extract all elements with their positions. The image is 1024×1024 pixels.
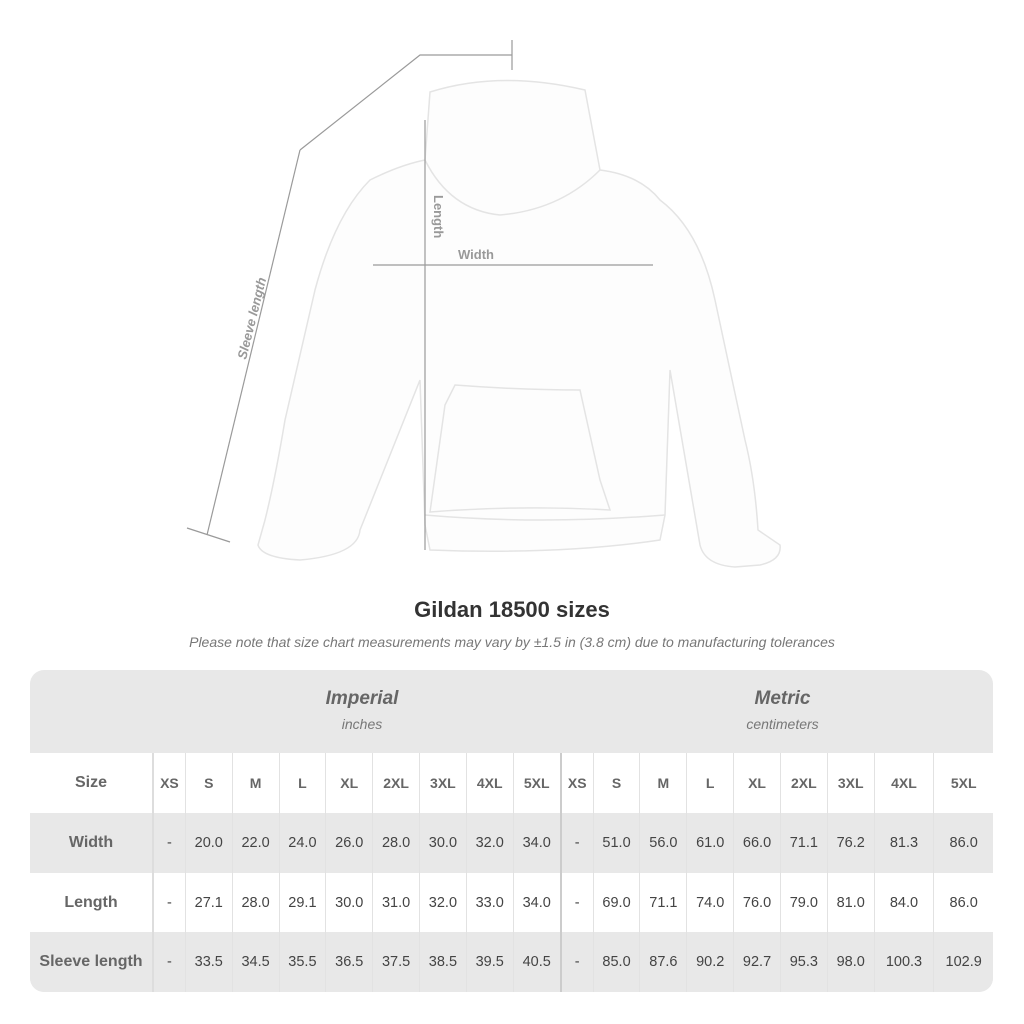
- imperial-size-header: XL: [325, 753, 373, 813]
- metric-value-cell: -: [559, 813, 594, 873]
- metric-size-header: XS: [559, 753, 594, 813]
- metric-value-cell: -: [559, 932, 594, 992]
- row-label: Size: [30, 753, 154, 813]
- imperial-value-cell: -: [152, 873, 186, 932]
- metric-value-cell: 71.1: [779, 813, 828, 873]
- metric-value-cell: 69.0: [592, 873, 640, 932]
- metric-title: Metric: [754, 688, 811, 709]
- imperial-value-cell: 27.1: [184, 873, 233, 932]
- hoodie-shape: [257, 79, 781, 568]
- metric-value-cell: 85.0: [592, 932, 640, 992]
- imperial-size-header: 3XL: [418, 753, 467, 813]
- imperial-size-header: 2XL: [372, 753, 420, 813]
- metric-value-cell: 98.0: [826, 932, 875, 992]
- metric-value-cell: 86.0: [933, 813, 993, 873]
- table-row: Width -20.0 22.0 24.0 26.0 28.0 30.0 32.0 34.0-5…: [30, 813, 993, 873]
- metric-value-cell: -: [559, 873, 594, 932]
- metric-value-cell: 56.0: [639, 813, 687, 873]
- imperial-value-cell: -: [152, 932, 186, 992]
- metric-value-cell: 66.0: [733, 813, 781, 873]
- imperial-value-cell: 38.5: [418, 932, 467, 992]
- imperial-value-cell: 28.0: [231, 873, 279, 932]
- metric-value-cell: 102.9: [933, 932, 993, 992]
- metric-value-cell: 84.0: [873, 873, 934, 932]
- metric-size-header: XL: [733, 753, 781, 813]
- metric-size-header: 2XL: [779, 753, 828, 813]
- hoodie-illustration: Sleeve length Length Width: [186, 40, 781, 568]
- imperial-value-cell: 22.0: [231, 813, 279, 873]
- imperial-value-cell: 36.5: [325, 932, 373, 992]
- imperial-value-cell: 34.5: [231, 932, 279, 992]
- metric-value-cell: 81.3: [873, 813, 934, 873]
- metric-value-cell: 92.7: [733, 932, 781, 992]
- imperial-value-cell: 32.0: [418, 873, 467, 932]
- width-label: Width: [458, 247, 494, 262]
- imperial-value-cell: 30.0: [418, 813, 467, 873]
- imperial-title: Imperial: [325, 688, 399, 709]
- imperial-value-cell: 20.0: [184, 813, 233, 873]
- page-title: Gildan 18500 sizes: [414, 597, 610, 622]
- metric-size-header: L: [686, 753, 734, 813]
- imperial-size-header: XS: [152, 753, 186, 813]
- imperial-value-cell: 26.0: [325, 813, 373, 873]
- metric-value-cell: 81.0: [826, 873, 875, 932]
- metric-value-cell: 74.0: [686, 873, 734, 932]
- imperial-value-cell: 34.0: [512, 873, 561, 932]
- metric-value-cell: 71.1: [639, 873, 687, 932]
- imperial-value-cell: 39.5: [465, 932, 514, 992]
- imperial-value-cell: 35.5: [278, 932, 326, 992]
- imperial-value-cell: 24.0: [278, 813, 326, 873]
- imperial-value-cell: -: [152, 813, 186, 873]
- sleeve-length-label: Sleeve length: [234, 276, 269, 361]
- metric-value-cell: 90.2: [686, 932, 734, 992]
- imperial-value-cell: 29.1: [278, 873, 326, 932]
- row-label: Sleeve length: [30, 932, 154, 992]
- metric-size-header: S: [592, 753, 640, 813]
- metric-size-header: M: [639, 753, 687, 813]
- metric-value-cell: 86.0: [933, 873, 993, 932]
- metric-size-header: 5XL: [933, 753, 993, 813]
- imperial-value-cell: 28.0: [372, 813, 420, 873]
- imperial-size-header: S: [184, 753, 233, 813]
- imperial-value-cell: 30.0: [325, 873, 373, 932]
- metric-value-cell: 100.3: [873, 932, 934, 992]
- size-grid: Size XS S M L XL 2XL 3XL 4XL 5XL XS S M L XL 2XL 3XL 4XL 5…: [30, 753, 993, 992]
- metric-header: Metric centimeters: [572, 670, 993, 753]
- metric-unit: centimeters: [746, 716, 819, 732]
- imperial-value-cell: 32.0: [465, 813, 514, 873]
- imperial-size-header: 4XL: [465, 753, 514, 813]
- row-label: Length: [30, 873, 154, 932]
- imperial-unit: inches: [341, 716, 383, 732]
- length-label: Length: [431, 195, 446, 238]
- imperial-value-cell: 33.5: [184, 932, 233, 992]
- imperial-header: Imperial inches: [152, 670, 572, 753]
- row-label: Width: [30, 813, 154, 873]
- size-header-row: Size XS S M L XL 2XL 3XL 4XL 5XL XS S M L XL 2XL 3XL 4XL 5…: [30, 753, 993, 813]
- table-row: Sleeve length -33.5 34.5 35.5 36.5 37.5 38.5 39…: [30, 932, 993, 992]
- imperial-size-header: M: [231, 753, 279, 813]
- metric-value-cell: 76.0: [733, 873, 781, 932]
- metric-value-cell: 61.0: [686, 813, 734, 873]
- metric-size-header: 4XL: [873, 753, 934, 813]
- measurement-lines: [186, 40, 653, 550]
- metric-value-cell: 51.0: [592, 813, 640, 873]
- table-row: Length -27.1 28.0 29.1 30.0 31.0 32.0 33.0 34.0-…: [30, 873, 993, 932]
- imperial-size-header: 5XL: [512, 753, 561, 813]
- metric-value-cell: 76.2: [826, 813, 875, 873]
- imperial-value-cell: 37.5: [372, 932, 420, 992]
- imperial-value-cell: 34.0: [512, 813, 561, 873]
- size-table: Imperial inches Metric centimeters Size X…: [30, 670, 993, 992]
- imperial-value-cell: 40.5: [512, 932, 561, 992]
- metric-value-cell: 79.0: [779, 873, 828, 932]
- imperial-size-header: L: [278, 753, 326, 813]
- tolerance-note: Please note that size chart measurements…: [189, 634, 835, 650]
- imperial-value-cell: 31.0: [372, 873, 420, 932]
- metric-value-cell: 95.3: [779, 932, 828, 992]
- metric-value-cell: 87.6: [639, 932, 687, 992]
- metric-size-header: 3XL: [826, 753, 875, 813]
- imperial-value-cell: 33.0: [465, 873, 514, 932]
